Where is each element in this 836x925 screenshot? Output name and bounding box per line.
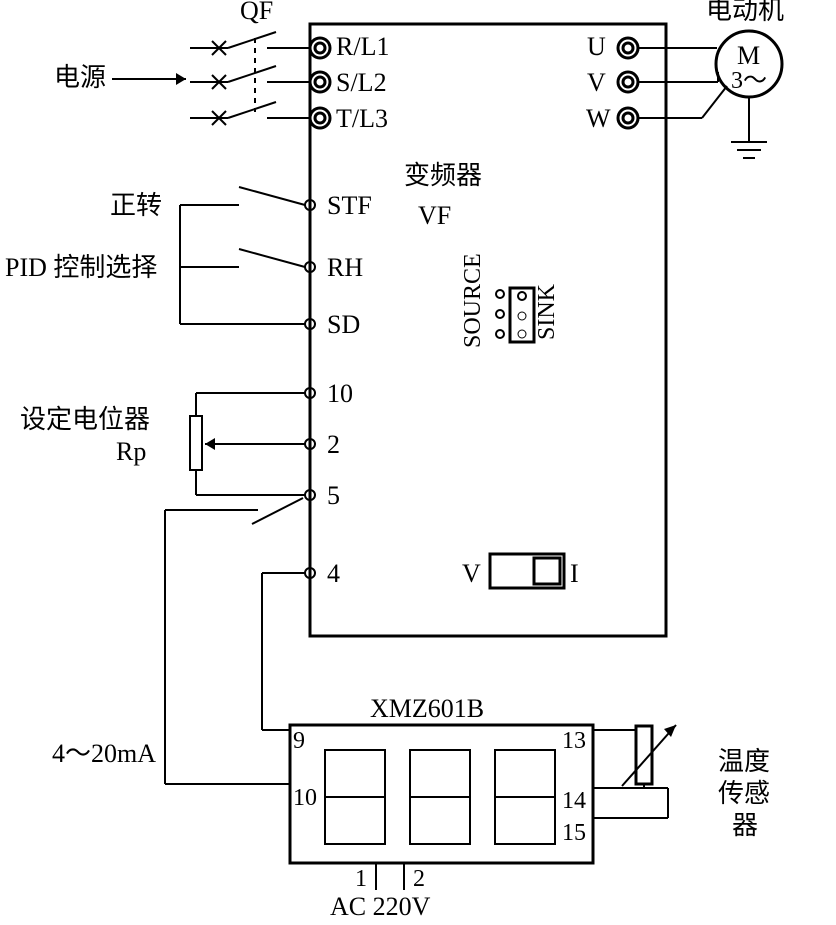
pid-select-label: PID 控制选择 [5,253,157,282]
term-4-label: 4 [327,559,340,588]
terminal-rl1: R/L1 [336,32,389,61]
vi-i-label: I [570,559,579,588]
uvw-v: V [587,68,606,97]
motor-m: M [737,41,760,70]
power-label: 电源 [54,63,106,92]
xmz-display [325,750,555,844]
rh-switch [180,249,315,272]
potentiometer [190,393,222,495]
terminal-tl3: T/L3 [336,104,388,133]
temp-sensor-l1: 温度 [718,747,770,776]
inverter-title: 变频器 [404,161,482,190]
term-10-label: 10 [327,379,353,408]
sink-label: SINK [534,283,560,340]
vi-switch [490,554,564,588]
uvw-u: U [587,32,606,61]
source-sink [496,288,534,342]
output-v [618,72,718,92]
current-range-label: 4～20mA [52,739,156,768]
motor-ground [731,97,767,158]
motor-3tilde: 3～ [731,68,767,94]
sd-terminal [180,319,315,329]
feedback-4-to-9 [262,573,305,730]
temp-sensor-l3: 器 [732,811,758,840]
xmz-10: 10 [293,785,317,811]
forward-label: 正转 [110,191,162,220]
output-w [618,86,727,128]
xmz-title: XMZ601B [370,694,484,723]
feedback-switch [165,498,303,784]
uvw-w: W [586,104,611,133]
xmz-2: 2 [413,866,425,892]
xmz-1: 1 [355,866,367,892]
temp-sensor-l2: 传感 [718,779,770,808]
xmz-9: 9 [293,728,305,754]
term-5-label: 5 [327,481,340,510]
temp-sensor [593,725,676,818]
vf-label: VF [418,201,451,230]
stf-label: STF [327,191,372,220]
xmz-15: 15 [562,820,586,846]
xmz-14: 14 [562,788,586,814]
terminal-sl2: S/L2 [336,68,387,97]
rh-label: RH [327,253,363,282]
term-2-label: 2 [327,430,340,459]
pot-rp-label: Rp [116,437,146,466]
xmz-13: 13 [562,728,586,754]
qf-label: QF [240,0,273,25]
source-label: SOURCE [460,253,486,348]
ac220v: AC 220V [330,892,431,920]
motor-title: 电动机 [706,0,784,25]
pot-label1: 设定电位器 [20,405,150,434]
stf-switch [180,187,315,210]
sd-label: SD [327,310,360,339]
vi-v-label: V [462,559,481,588]
xmz-box [290,725,593,863]
